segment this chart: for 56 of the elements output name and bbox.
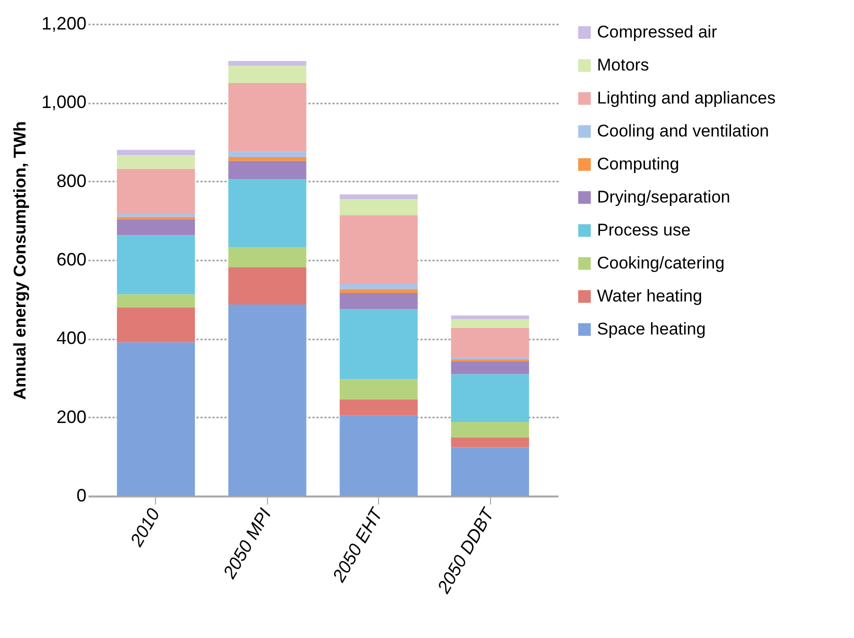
bar (116, 150, 195, 155)
bar (451, 422, 530, 438)
y-axis-title: Annual energy Consumption, TWh (10, 121, 30, 400)
bar (116, 294, 195, 308)
bar (228, 178, 306, 248)
bar (451, 328, 530, 358)
bar (228, 267, 306, 304)
bar (228, 247, 306, 268)
bar (340, 399, 418, 416)
bar (451, 361, 530, 374)
bar (340, 309, 418, 380)
bar (451, 315, 530, 319)
y-tick-label: 800 (56, 170, 86, 191)
bar (228, 83, 306, 152)
bar (116, 154, 195, 169)
legend-label: Drying/separation (597, 188, 730, 206)
legend-label: Compressed air (597, 22, 718, 42)
bar (340, 194, 418, 200)
bar (116, 216, 195, 220)
bar (116, 168, 195, 214)
legend-label: Cooling and ventilation (597, 122, 770, 140)
y-tick-label: 400 (56, 328, 86, 348)
bar (116, 307, 195, 342)
bar (228, 160, 306, 179)
bar (451, 447, 530, 496)
bar (116, 342, 195, 496)
legend-label: Lighting and appliances (597, 88, 776, 108)
legend-label: Process use (597, 220, 691, 240)
bar (340, 199, 418, 216)
bar (228, 66, 306, 83)
bar (451, 374, 530, 422)
bar (228, 152, 306, 157)
y-tick-label: 0 (76, 486, 86, 506)
y-tick-label: 1,000 (41, 92, 86, 112)
bar (340, 379, 418, 400)
legend-label: Cooking/catering (597, 254, 725, 272)
bar (116, 235, 195, 294)
bar (451, 319, 530, 328)
bar (116, 214, 195, 217)
bar (228, 156, 306, 161)
bar (451, 437, 530, 448)
legend-label: Space heating (597, 320, 706, 338)
bar (228, 60, 306, 66)
bar (340, 293, 418, 310)
bar (340, 289, 418, 294)
y-tick-label: 200 (56, 406, 86, 427)
legend-label: Motors (597, 56, 649, 74)
bar (340, 284, 418, 290)
bar (116, 219, 195, 236)
legend-label: Water heating (597, 286, 702, 306)
bar (340, 215, 418, 284)
bar (228, 304, 306, 496)
bar (340, 415, 418, 496)
legend-label: Computing (597, 154, 680, 174)
y-tick-label: 1,200 (41, 14, 86, 34)
y-tick-label: 600 (56, 250, 86, 270)
